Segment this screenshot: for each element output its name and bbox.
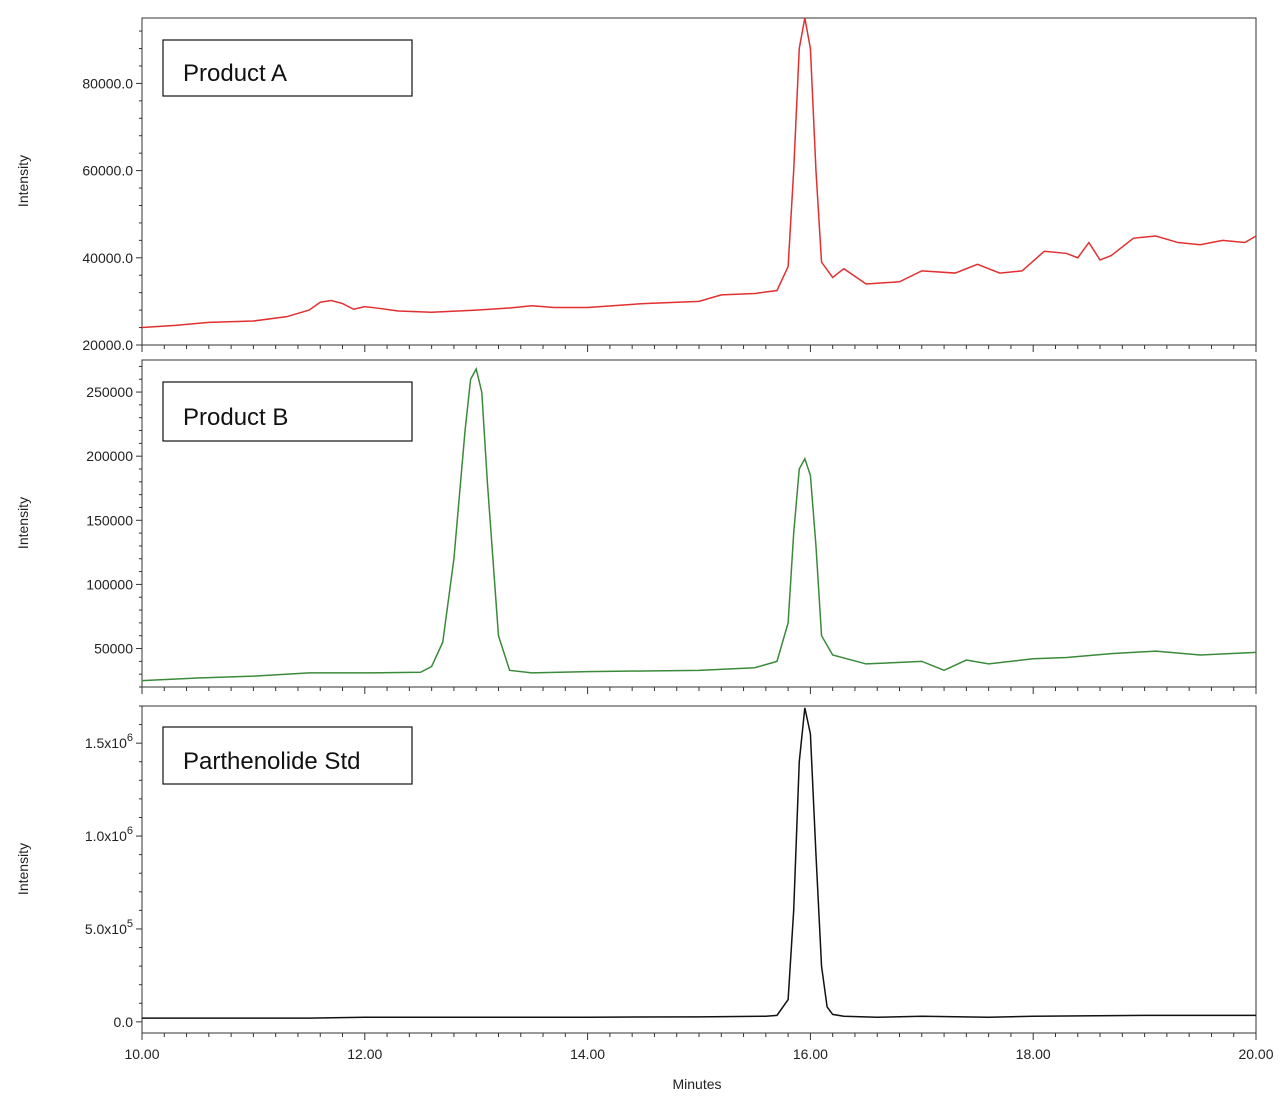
x-axis-ticks	[141, 345, 1257, 352]
series-line	[141, 366, 1257, 682]
series-label-box	[162, 381, 413, 442]
y-axis-label: Intensity	[15, 497, 31, 549]
y-tick-label: 150000	[86, 512, 133, 528]
y-tick-label: 60000.0	[82, 163, 133, 179]
panel-product-a: 20000.0 40000.0 60000.0 80000.0 Intensity P…	[15, 17, 1257, 353]
y-axis-ticks: 50000 100000 150000 200000 250000	[86, 365, 142, 688]
y-tick-label: 0.0	[114, 1014, 134, 1030]
series-line	[141, 17, 1257, 329]
y-axis-ticks: 20000.0 40000.0 60000.0 80000.0	[82, 30, 142, 353]
series-line	[142, 707, 1256, 1019]
y-tick-label: 200000	[86, 448, 133, 464]
y-tick-label: 40000.0	[82, 250, 133, 266]
x-axis-ticks	[141, 687, 1257, 694]
x-tick-label: 14.00	[570, 1046, 605, 1062]
y-tick-label: 250000	[86, 384, 133, 400]
y-axis-ticks: 0.0 5.0x105 1.0x106 1.5x106	[85, 705, 142, 1030]
x-tick-label: 20.00	[1238, 1046, 1273, 1062]
x-axis-label: Minutes	[672, 1076, 721, 1092]
y-tick-label: 5.0x105	[85, 918, 133, 937]
y-axis-label: Intensity	[15, 155, 31, 207]
y-tick-label: 20000.0	[82, 337, 133, 353]
y-axis-label: Intensity	[15, 843, 31, 895]
series-label-box	[162, 726, 413, 785]
x-tick-label: 10.00	[124, 1046, 159, 1062]
series-label: Product A	[183, 60, 287, 87]
y-tick-label: 1.5x106	[85, 732, 133, 751]
series-label: Product B	[183, 404, 288, 431]
panel-parthenolide-std: 0.0 5.0x105 1.0x106 1.5x106 10.00 12.00 14.00…	[15, 705, 1274, 1092]
y-tick-label: 100000	[86, 576, 133, 592]
x-tick-label: 18.00	[1016, 1046, 1051, 1062]
y-tick-label: 80000.0	[82, 75, 133, 91]
x-axis-ticks: 10.00 12.00 14.00 16.00 18.00 20.00	[124, 1033, 1274, 1062]
x-tick-label: 12.00	[347, 1046, 382, 1062]
y-tick-label: 50000	[94, 641, 133, 657]
series-label: Parthenolide Std	[183, 748, 360, 775]
x-tick-label: 16.00	[793, 1046, 828, 1062]
series-label-box	[162, 39, 413, 97]
y-tick-label: 1.0x106	[85, 825, 133, 844]
